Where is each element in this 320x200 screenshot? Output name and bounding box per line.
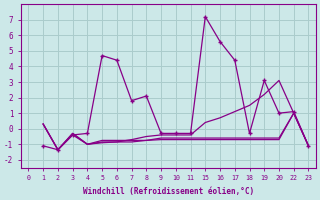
X-axis label: Windchill (Refroidissement éolien,°C): Windchill (Refroidissement éolien,°C)	[83, 187, 254, 196]
